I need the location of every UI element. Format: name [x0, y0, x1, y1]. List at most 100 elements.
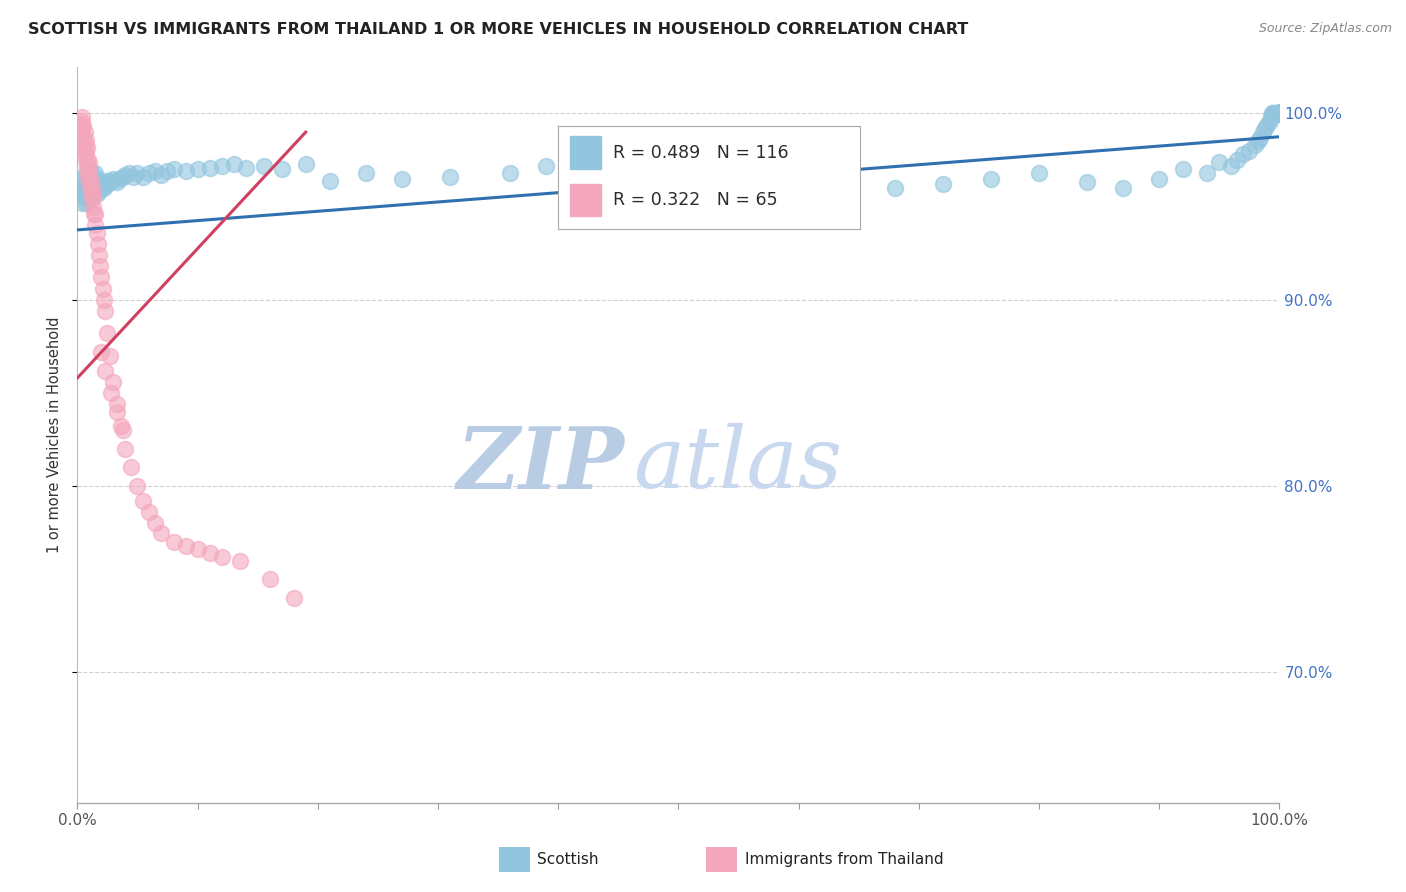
- Point: [73, 147, 96, 161]
- Point: [105, 397, 128, 411]
- Text: R = 0.489   N = 116: R = 0.489 N = 116: [613, 144, 789, 161]
- Point: [1268, 106, 1291, 120]
- Point: [1247, 135, 1270, 149]
- Point: [132, 169, 155, 184]
- Point: [79, 185, 101, 199]
- Point: [79, 190, 101, 204]
- Point: [211, 549, 233, 564]
- Point: [70, 121, 93, 136]
- Point: [1112, 181, 1135, 195]
- Point: [70, 118, 93, 132]
- Point: [72, 171, 94, 186]
- Point: [86, 226, 108, 240]
- Point: [75, 181, 97, 195]
- Point: [439, 169, 461, 184]
- Point: [270, 162, 292, 177]
- Point: [86, 171, 108, 186]
- Point: [91, 282, 114, 296]
- Point: [1268, 106, 1291, 120]
- Point: [70, 181, 93, 195]
- Point: [111, 169, 134, 184]
- Text: Immigrants from Thailand: Immigrants from Thailand: [745, 853, 943, 867]
- Point: [76, 151, 98, 165]
- Point: [79, 178, 101, 192]
- Point: [534, 159, 557, 173]
- Point: [84, 207, 107, 221]
- Point: [120, 460, 142, 475]
- Point: [187, 542, 209, 557]
- Point: [77, 192, 100, 206]
- Text: Source: ZipAtlas.com: Source: ZipAtlas.com: [1258, 22, 1392, 36]
- Point: [84, 219, 107, 233]
- Point: [1268, 106, 1291, 120]
- Bar: [571, 184, 600, 217]
- Point: [1268, 106, 1291, 120]
- Point: [105, 404, 128, 418]
- Point: [228, 553, 250, 567]
- Point: [79, 175, 101, 189]
- Point: [1261, 106, 1284, 120]
- Point: [198, 161, 221, 175]
- Point: [76, 140, 98, 154]
- Point: [259, 572, 281, 586]
- Point: [111, 423, 134, 437]
- Point: [91, 179, 114, 194]
- Point: [94, 304, 117, 318]
- Point: [87, 179, 110, 194]
- Point: [1256, 118, 1278, 132]
- Point: [70, 195, 93, 210]
- Point: [1173, 162, 1195, 177]
- Point: [174, 164, 197, 178]
- Point: [70, 110, 93, 124]
- Point: [1268, 106, 1291, 120]
- Point: [1267, 106, 1289, 120]
- Point: [89, 259, 111, 273]
- Point: [82, 171, 104, 186]
- Point: [90, 175, 112, 189]
- Point: [1232, 147, 1254, 161]
- Point: [69, 125, 91, 139]
- Point: [89, 183, 111, 197]
- Point: [94, 363, 117, 377]
- Point: [75, 144, 97, 158]
- Point: [114, 168, 136, 182]
- Point: [87, 236, 110, 251]
- Point: [1268, 106, 1291, 120]
- Point: [1268, 106, 1291, 120]
- Point: [97, 173, 120, 187]
- Point: [79, 185, 101, 199]
- Point: [211, 159, 233, 173]
- Point: [319, 173, 342, 187]
- Point: [72, 118, 94, 132]
- Point: [1220, 159, 1243, 173]
- Point: [1265, 106, 1288, 120]
- Point: [679, 157, 702, 171]
- Point: [75, 166, 97, 180]
- Point: [1268, 106, 1291, 120]
- Point: [90, 270, 112, 285]
- Point: [84, 181, 107, 195]
- Point: [83, 178, 105, 192]
- Point: [932, 178, 955, 192]
- Point: [118, 166, 141, 180]
- Point: [73, 125, 96, 139]
- Point: [1264, 106, 1286, 120]
- Point: [1258, 114, 1281, 128]
- Point: [80, 181, 103, 195]
- Point: [70, 114, 93, 128]
- Point: [75, 155, 97, 169]
- Point: [86, 186, 108, 201]
- Y-axis label: 1 or more Vehicles in Household: 1 or more Vehicles in Household: [46, 317, 62, 553]
- Point: [77, 178, 100, 192]
- Point: [1208, 155, 1230, 169]
- Point: [108, 171, 131, 186]
- Point: [1268, 106, 1291, 120]
- Point: [127, 166, 149, 180]
- Point: [80, 192, 103, 206]
- Point: [79, 169, 101, 184]
- Point: [1076, 175, 1098, 189]
- Point: [72, 140, 94, 154]
- Point: [980, 171, 1002, 186]
- Point: [121, 169, 143, 184]
- Point: [80, 166, 103, 180]
